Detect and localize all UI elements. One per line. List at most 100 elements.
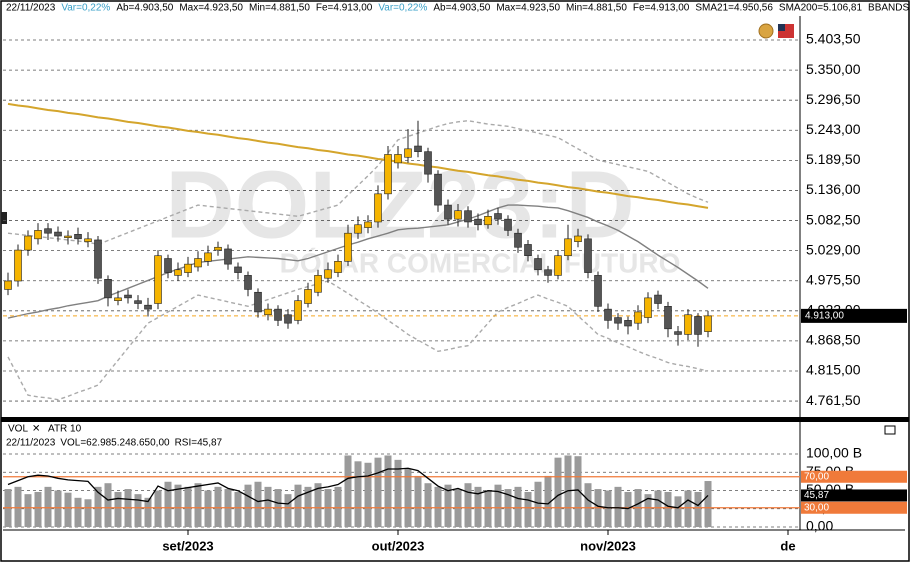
volume-bar [524,491,532,528]
y-tick-label: 5.296,50 [806,91,861,107]
y-tick-label: 5.403,50 [806,31,861,47]
y-tick-label: 5.189,50 [806,151,861,167]
volume-bar [624,491,632,528]
candle-body [254,291,262,313]
candle-body [584,238,592,273]
candle-body [14,249,22,282]
last-price-label: 4.913,00 [805,311,844,322]
header-item: Max=4.923,50 [179,3,243,14]
side-handle[interactable] [1,212,7,224]
header-item: Fe=4.913,00 [316,3,373,14]
volume-bar [54,490,62,528]
volume-bar [664,491,672,528]
volume-bar [434,486,442,528]
header-item: Var=0,22% [61,3,110,14]
candle-body [514,232,522,248]
volume-bar [264,486,272,528]
volume-bar [474,486,482,528]
volume-bar [494,484,502,528]
candle-body [44,228,52,234]
candle-body [84,238,92,242]
flag-canton [778,24,785,31]
pane-header-item: RSI=45,87 [175,438,223,449]
candle-body [374,193,382,223]
candle-body [4,280,12,290]
candle-body [194,258,202,268]
pane-separator [1,417,909,422]
volume-bar [14,486,22,528]
candle-body [594,275,602,307]
candle-body [444,204,452,220]
candle-body [304,289,312,304]
candle-body [334,261,342,273]
volume-bar [404,468,412,528]
volume-bar [24,494,32,528]
header-item: Ab=4.903,50 [433,3,490,14]
tab-close[interactable]: ✕ [32,424,40,435]
candle-body [494,213,502,220]
candle-body [644,297,652,318]
y-tick-label: 100,00 B [806,445,862,461]
y-tick-label: 5.082,50 [806,211,861,227]
maximize-button[interactable] [884,425,896,435]
volume-bar [514,486,522,528]
candle-body [634,311,642,324]
header-item: Fe=4.913,00 [633,3,690,14]
candle-body [204,252,212,262]
volume-bar [644,494,652,528]
volume-bar [204,490,212,528]
indicator-line [7,204,709,319]
volume-bar [104,483,112,528]
candle-body [464,210,472,223]
candle-body [274,308,282,321]
candle-body [614,317,622,324]
last-price-box [801,308,907,323]
volume-bar [194,483,202,528]
header-item: 22/11/2023 [6,3,56,14]
volume-bar [34,491,42,528]
candle-body [94,239,102,279]
y-tick-label: 5.350,00 [806,61,861,77]
candle-body [394,154,402,164]
rsi-value-box [801,489,907,502]
indicator-line [7,120,709,246]
volume-bar [674,496,682,528]
y-tick-label: 4.815,00 [806,362,861,378]
candle-body [54,231,62,237]
volume-bar [424,483,432,528]
header-item: Max=4.923,50 [496,3,560,14]
candle-body [224,248,232,265]
candle-body [664,306,672,330]
x-tick-label: nov/2023 [580,538,636,553]
volume-bar [444,484,452,528]
volume-bar [364,462,372,528]
volume-bar [694,491,702,528]
candle-body [654,294,662,304]
candle-body [694,316,702,335]
volume-bar [604,490,612,528]
candle-body [604,308,612,321]
rsi-level-label: 70,00 [804,471,829,482]
candle-body [404,148,412,158]
pane-tab[interactable]: VOL [8,424,28,435]
candle-body [504,218,512,231]
rsi-value-label: 45,87 [804,490,829,501]
candle-body [554,255,562,276]
y-tick-label: 4.975,50 [806,271,861,287]
volume-bar [534,481,542,528]
volume-bar [74,497,82,528]
volume-bar [44,486,52,528]
candle-body [124,294,132,299]
header-item: Min=4.881,50 [566,3,627,14]
x-tick-label: out/2023 [372,538,425,553]
candle-body [684,314,692,335]
candle-body [244,275,252,290]
header-item: Var=0,22% [378,3,427,14]
pane-tab[interactable]: ATR 10 [48,424,82,435]
volume-bar [284,494,292,528]
pane-header-item: VOL=62.985.248.650,00 [60,438,170,449]
volume-bar [414,475,422,528]
volume-bar [464,483,472,528]
volume-bar [614,486,622,528]
